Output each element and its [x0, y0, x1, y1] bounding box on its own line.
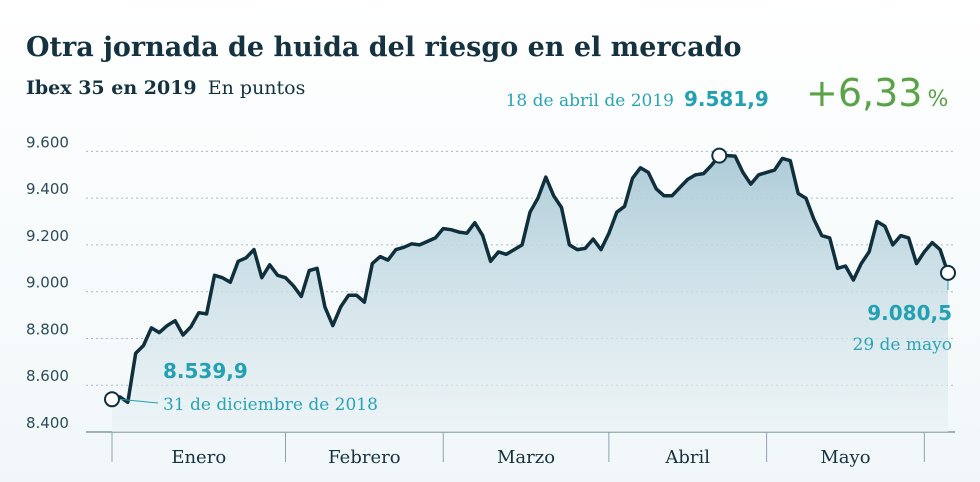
x-tick-label: Febrero — [328, 447, 400, 468]
series-area — [112, 155, 948, 432]
y-tick-label: 9.600 — [26, 133, 69, 151]
chart-subtitle: Ibex 35 en 2019 En puntos — [26, 77, 305, 99]
y-tick-label: 8.600 — [26, 367, 69, 385]
percent-value: +6,33 — [806, 71, 922, 115]
y-tick-label: 8.400 — [26, 414, 69, 432]
start-leader-line — [118, 398, 159, 404]
y-axis: 8.400 8.600 8.800 9.000 9.200 9.400 9.600 — [26, 133, 69, 432]
y-tick-label: 9.000 — [26, 274, 69, 292]
percent-change: +6,33 % — [806, 71, 948, 115]
x-tick-label: Marzo — [497, 447, 555, 468]
x-tick-label: Mayo — [820, 447, 870, 468]
x-axis: Enero Febrero Marzo Abril Mayo — [111, 432, 925, 468]
start-date: 31 de diciembre de 2018 — [163, 395, 378, 415]
peak-date: 18 de abril de 2019 — [506, 91, 674, 111]
peak-marker — [711, 147, 728, 164]
start-value: 8.539,9 — [163, 359, 248, 383]
y-tick-label: 8.800 — [26, 320, 69, 338]
chart-title: Otra jornada de huida del riesgo en el m… — [26, 32, 741, 63]
x-tick-label: Enero — [171, 447, 226, 468]
end-marker — [940, 264, 956, 281]
start-marker — [104, 391, 120, 408]
y-tick-label: 9.400 — [26, 180, 69, 198]
series-line — [110, 153, 950, 405]
end-date: 29 de mayo — [853, 335, 952, 355]
subtitle-bold: Ibex 35 en 2019 — [26, 77, 197, 99]
annotations: 8.539,9 31 de diciembre de 2018 18 de ab… — [104, 87, 956, 415]
y-tick-label: 9.200 — [26, 227, 69, 245]
x-tick-label: Abril — [664, 447, 710, 468]
subtitle-normal: En puntos — [208, 77, 306, 99]
peak-value: 9.581,9 — [684, 87, 769, 111]
end-value: 9.080,5 — [867, 301, 952, 325]
percent-unit: % — [928, 87, 949, 112]
